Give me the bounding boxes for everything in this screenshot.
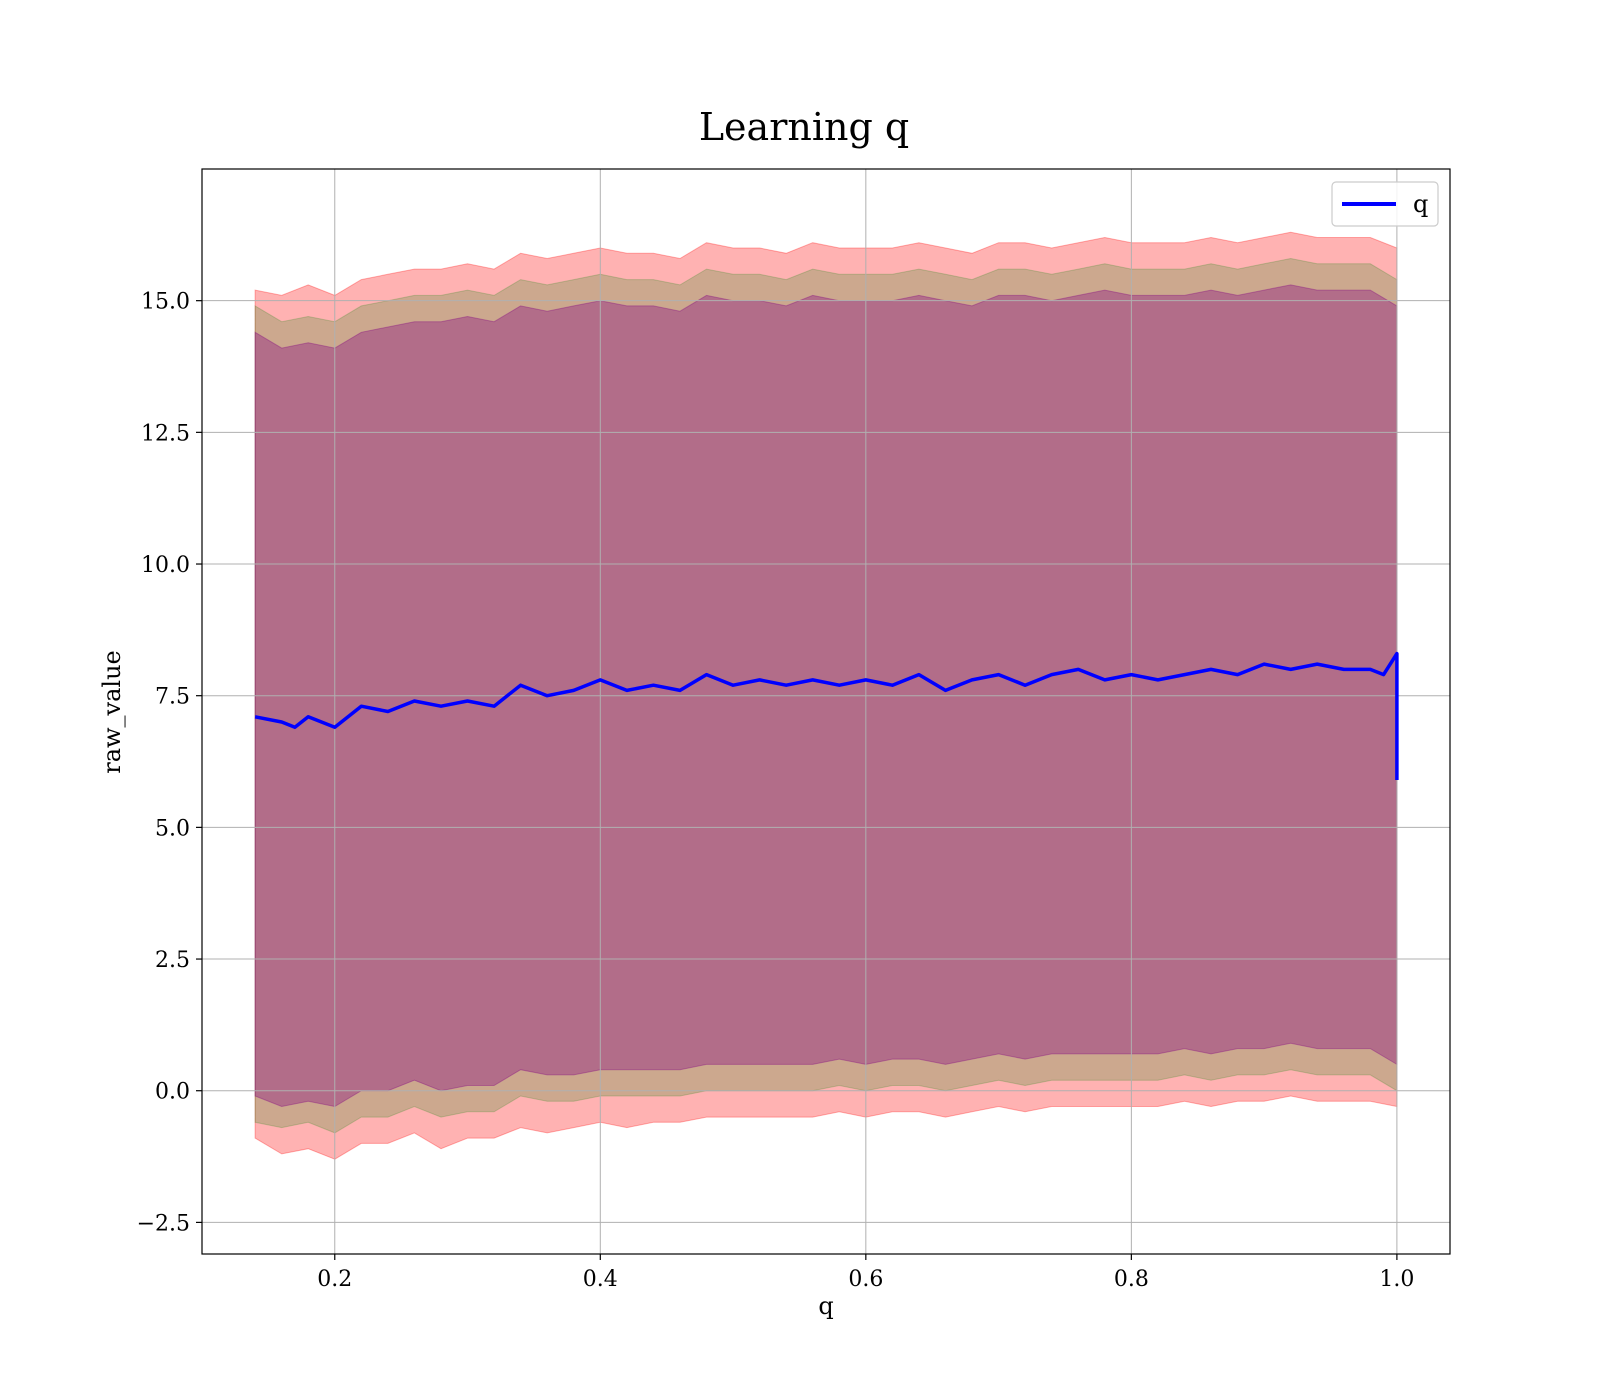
x-tick-label: 0.4 — [583, 1267, 618, 1292]
y-tick-label: −2.5 — [137, 1211, 190, 1236]
y-tick-label: 5.0 — [155, 816, 190, 841]
y-tick-label: 15.0 — [141, 290, 190, 315]
x-axis-ticks: 0.2 0.4 0.6 0.8 1.0 — [317, 1254, 1414, 1292]
y-tick-label: 7.5 — [155, 685, 190, 710]
x-tick-label: 0.8 — [1114, 1267, 1149, 1292]
x-tick-label: 1.0 — [1379, 1267, 1414, 1292]
x-tick-label: 0.6 — [848, 1267, 883, 1292]
y-tick-label: 12.5 — [141, 421, 190, 446]
y-axis-label: raw_value — [98, 650, 126, 774]
x-tick-label: 0.2 — [317, 1267, 352, 1292]
series-lines — [254, 651, 1399, 780]
series-line-q — [254, 651, 1399, 780]
y-tick-label: 2.5 — [155, 948, 190, 973]
legend: q — [1331, 181, 1439, 227]
y-axis-ticks: −2.5 0.0 2.5 5.0 7.5 10.0 12.5 15.0 — [137, 290, 202, 1236]
y-tick-label: 10.0 — [141, 553, 190, 578]
plot-area-frame — [201, 168, 1451, 1255]
legend-label: q — [1413, 190, 1428, 218]
x-axis-label: q — [818, 1292, 833, 1320]
grid-lines — [202, 169, 1450, 1254]
chart-title: Learning q — [699, 105, 909, 149]
y-tick-label: 0.0 — [155, 1080, 190, 1105]
